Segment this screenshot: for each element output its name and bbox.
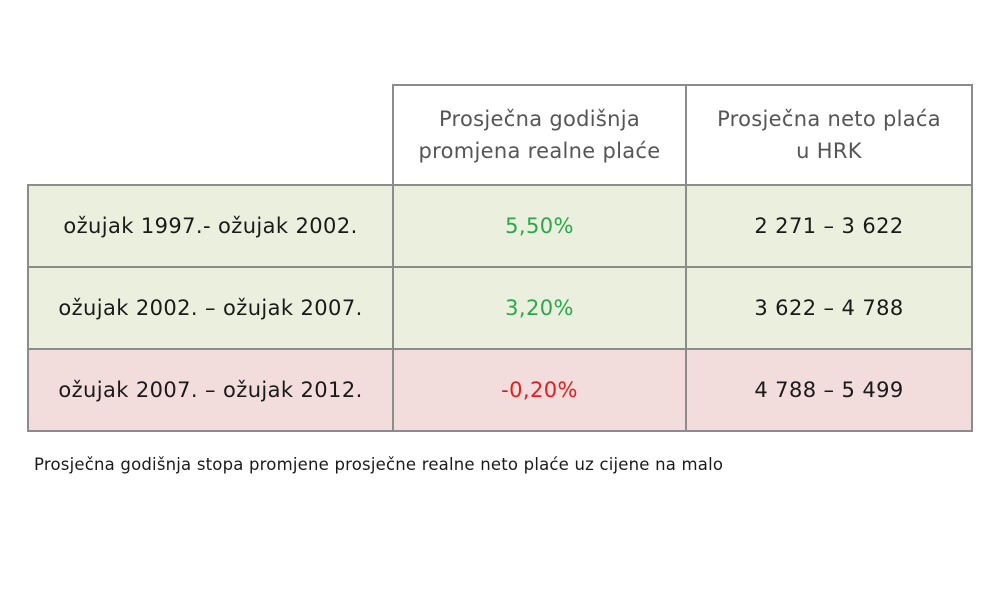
- row1-change-cell: 5,50%: [392, 184, 687, 268]
- row2-period: ožujak 2002. – ožujak 2007.: [58, 296, 363, 320]
- row1-period-cell: ožujak 1997.- ožujak 2002.: [27, 184, 394, 268]
- header-salary-cell: Prosječna neto plaća u HRK: [685, 84, 973, 186]
- row1-salary-cell: 2 271 – 3 622: [685, 184, 973, 268]
- row3-period-cell: ožujak 2007. – ožujak 2012.: [27, 348, 394, 432]
- header-salary-line1: Prosječna neto plaća: [717, 107, 941, 131]
- header-salary-label: Prosječna neto plaća u HRK: [717, 103, 941, 167]
- row3-salary: 4 788 – 5 499: [754, 378, 904, 402]
- row2-change-cell: 3,20%: [392, 266, 687, 350]
- table-caption: Prosječna godišnja stopa promjene prosje…: [34, 455, 724, 474]
- row3-period: ožujak 2007. – ožujak 2012.: [58, 378, 363, 402]
- row2-salary: 3 622 – 4 788: [754, 296, 904, 320]
- header-salary-line2: u HRK: [796, 139, 862, 163]
- header-change-label: Prosječna godišnja promjena realne plaće: [419, 103, 661, 167]
- header-change-line2: promjena realne plaće: [418, 139, 661, 163]
- row2-change: 3,20%: [505, 296, 574, 320]
- row3-salary-cell: 4 788 – 5 499: [685, 348, 973, 432]
- row2-salary-cell: 3 622 – 4 788: [685, 266, 973, 350]
- row1-change: 5,50%: [505, 214, 574, 238]
- row3-change: -0,20%: [501, 378, 578, 402]
- row2-period-cell: ožujak 2002. – ožujak 2007.: [27, 266, 394, 350]
- row3-change-cell: -0,20%: [392, 348, 687, 432]
- wage-table: Prosječna godišnja promjena realne plaće…: [27, 84, 973, 432]
- row1-salary: 2 271 – 3 622: [754, 214, 904, 238]
- row1-period: ožujak 1997.- ožujak 2002.: [63, 214, 358, 238]
- header-change-line1: Prosječna godišnja: [438, 107, 641, 131]
- header-change-cell: Prosječna godišnja promjena realne plaće: [392, 84, 687, 186]
